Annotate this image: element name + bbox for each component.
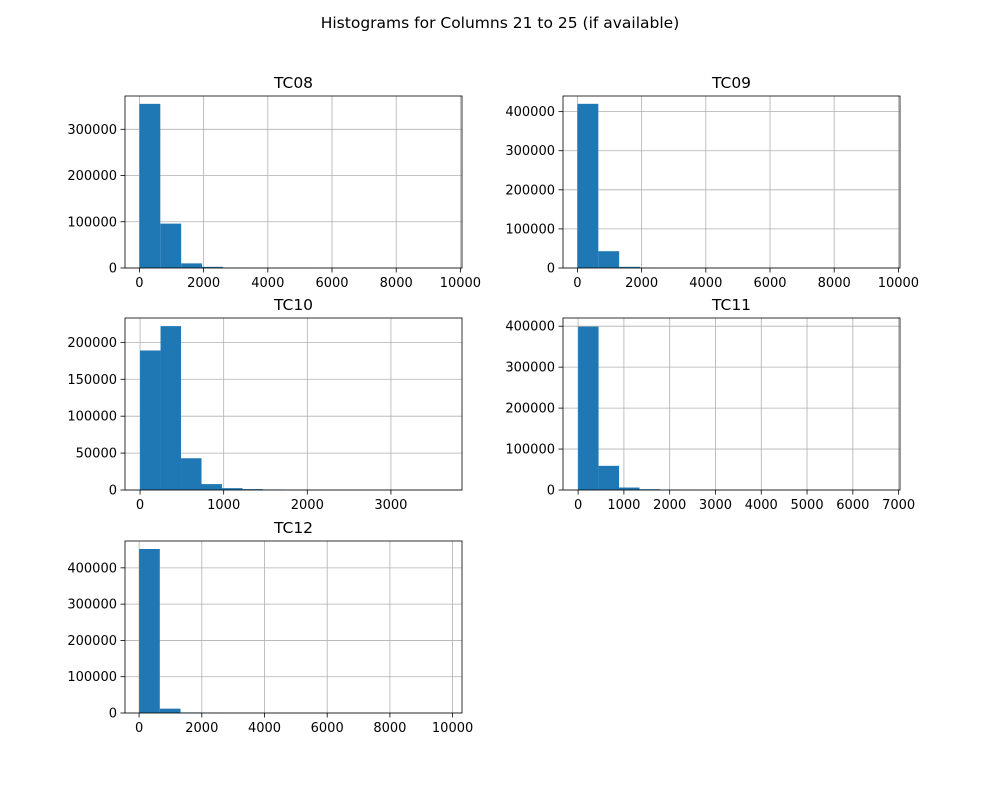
figure-suptitle: Histograms for Columns 21 to 25 (if avai… bbox=[321, 14, 680, 32]
subplot-5-title: TC12 bbox=[273, 519, 313, 537]
subplot-2-y-tick-label-1: 100000 bbox=[505, 222, 555, 237]
subplot-2-title: TC09 bbox=[711, 74, 751, 92]
subplot-5-y-tick-label-0: 0 bbox=[109, 707, 117, 722]
subplot-1-y-tick-label-3: 300000 bbox=[67, 123, 117, 138]
subplot-2-y-tick-label-4: 400000 bbox=[505, 105, 555, 120]
subplot-2-x-tick-label-1: 2000 bbox=[625, 276, 658, 291]
subplot-5-y-tick-label-2: 200000 bbox=[67, 634, 117, 649]
subplot-1-x-tick-label-0: 0 bbox=[135, 276, 143, 291]
subplot-1-x-tick-label-3: 6000 bbox=[315, 276, 348, 291]
subplot-3-x-tick-label-2: 2000 bbox=[291, 498, 324, 513]
subplot-1-bar-1 bbox=[160, 224, 181, 268]
subplot-3-bar-2 bbox=[181, 458, 201, 490]
subplot-2-x-tick-label-3: 6000 bbox=[753, 276, 786, 291]
subplot-4-frame bbox=[563, 318, 900, 490]
subplot-4-x-tick-label-0: 0 bbox=[574, 498, 582, 513]
subplot-3: 0 1000 2000 3000 0 50000 100000 150000 200000 TC1… bbox=[67, 296, 462, 513]
subplot-4-title: TC11 bbox=[711, 296, 751, 314]
subplot-4-x-tick-label-2: 2000 bbox=[653, 498, 686, 513]
subplot-3-title: TC10 bbox=[273, 296, 313, 314]
subplot-1-x-tick-label-1: 2000 bbox=[187, 276, 220, 291]
subplot-2-x-tick-label-0: 0 bbox=[573, 276, 581, 291]
subplot-2-x-tick-label-2: 4000 bbox=[689, 276, 722, 291]
subplot-5-y-tick-label-4: 400000 bbox=[67, 561, 117, 576]
subplot-2-y-tick-label-0: 0 bbox=[547, 262, 555, 277]
subplot-1-x-tick-label-5: 10000 bbox=[440, 276, 481, 291]
subplot-1-y-tick-label-1: 100000 bbox=[67, 215, 117, 230]
subplot-3-x-tick-label-0: 0 bbox=[136, 498, 144, 513]
subplot-4-x-tick-label-4: 4000 bbox=[745, 498, 778, 513]
subplot-5-bar-1 bbox=[160, 709, 181, 713]
subplot-4-y-tick-label-2: 200000 bbox=[505, 402, 555, 417]
subplot-1-title: TC08 bbox=[273, 74, 313, 92]
subplot-5-x-tick-label-2: 4000 bbox=[248, 721, 281, 736]
subplot-2-bar-0 bbox=[577, 104, 598, 268]
subplot-3-bar-1 bbox=[161, 326, 181, 490]
subplot-5-frame bbox=[125, 541, 462, 713]
subplot-3-bar-0 bbox=[140, 350, 160, 490]
subplot-4-y-tick-label-1: 100000 bbox=[505, 443, 555, 458]
subplot-2-x-tick-label-5: 10000 bbox=[878, 276, 919, 291]
subplot-1-bar-0 bbox=[139, 104, 160, 268]
subplot-4-y-tick-label-0: 0 bbox=[547, 484, 555, 499]
subplot-5-y-tick-label-3: 300000 bbox=[67, 598, 117, 613]
subplot-3-y-tick-label-1: 50000 bbox=[76, 447, 117, 462]
subplot-5-y-tick-label-1: 100000 bbox=[67, 670, 117, 685]
subplot-1-bar-2 bbox=[181, 263, 202, 268]
subplot-4-x-tick-label-5: 5000 bbox=[791, 498, 824, 513]
subplot-2-y-tick-label-3: 300000 bbox=[505, 144, 555, 159]
subplot-1-x-tick-label-4: 8000 bbox=[380, 276, 413, 291]
subplot-1-y-tick-label-2: 200000 bbox=[67, 169, 117, 184]
subplot-3-y-tick-label-2: 100000 bbox=[67, 410, 117, 425]
subplot-4-x-tick-label-7: 7000 bbox=[882, 498, 915, 513]
subplot-4: 0 1000 2000 3000 4000 5000 6000 7000 0 100000 2000… bbox=[505, 296, 915, 513]
subplot-4-x-tick-label-6: 6000 bbox=[836, 498, 869, 513]
subplot-5-x-tick-label-0: 0 bbox=[135, 721, 143, 736]
subplot-1-y-tick-label-0: 0 bbox=[109, 262, 117, 277]
subplot-2-y-tick-label-2: 200000 bbox=[505, 183, 555, 198]
subplot-4-y-tick-label-3: 300000 bbox=[505, 361, 555, 376]
subplot-4-x-tick-label-3: 3000 bbox=[699, 498, 732, 513]
subplot-2-bar-1 bbox=[598, 251, 619, 268]
subplot-4-y-tick-label-4: 400000 bbox=[505, 320, 555, 335]
subplot-4-x-tick-label-1: 1000 bbox=[607, 498, 640, 513]
subplot-3-x-tick-label-1: 1000 bbox=[207, 498, 240, 513]
subplot-5-x-tick-label-3: 6000 bbox=[311, 721, 344, 736]
subplot-5-x-tick-label-1: 2000 bbox=[185, 721, 218, 736]
subplot-1-x-tick-label-2: 4000 bbox=[251, 276, 284, 291]
subplot-4-bar-1 bbox=[599, 466, 619, 490]
subplot-3-x-tick-label-3: 3000 bbox=[374, 498, 407, 513]
subplot-3-bar-3 bbox=[202, 484, 222, 490]
subplot-3-y-tick-label-0: 0 bbox=[109, 484, 117, 499]
subplot-5-x-tick-label-5: 10000 bbox=[432, 721, 473, 736]
subplot-3-y-tick-label-4: 200000 bbox=[67, 336, 117, 351]
subplot-5-x-tick-label-4: 8000 bbox=[373, 721, 406, 736]
subplot-5-bar-0 bbox=[139, 549, 160, 713]
subplot-3-y-tick-label-3: 150000 bbox=[67, 373, 117, 388]
subplot-2-x-tick-label-4: 8000 bbox=[818, 276, 851, 291]
subplot-2-frame bbox=[563, 96, 900, 268]
subplot-4-bar-0 bbox=[578, 327, 598, 490]
